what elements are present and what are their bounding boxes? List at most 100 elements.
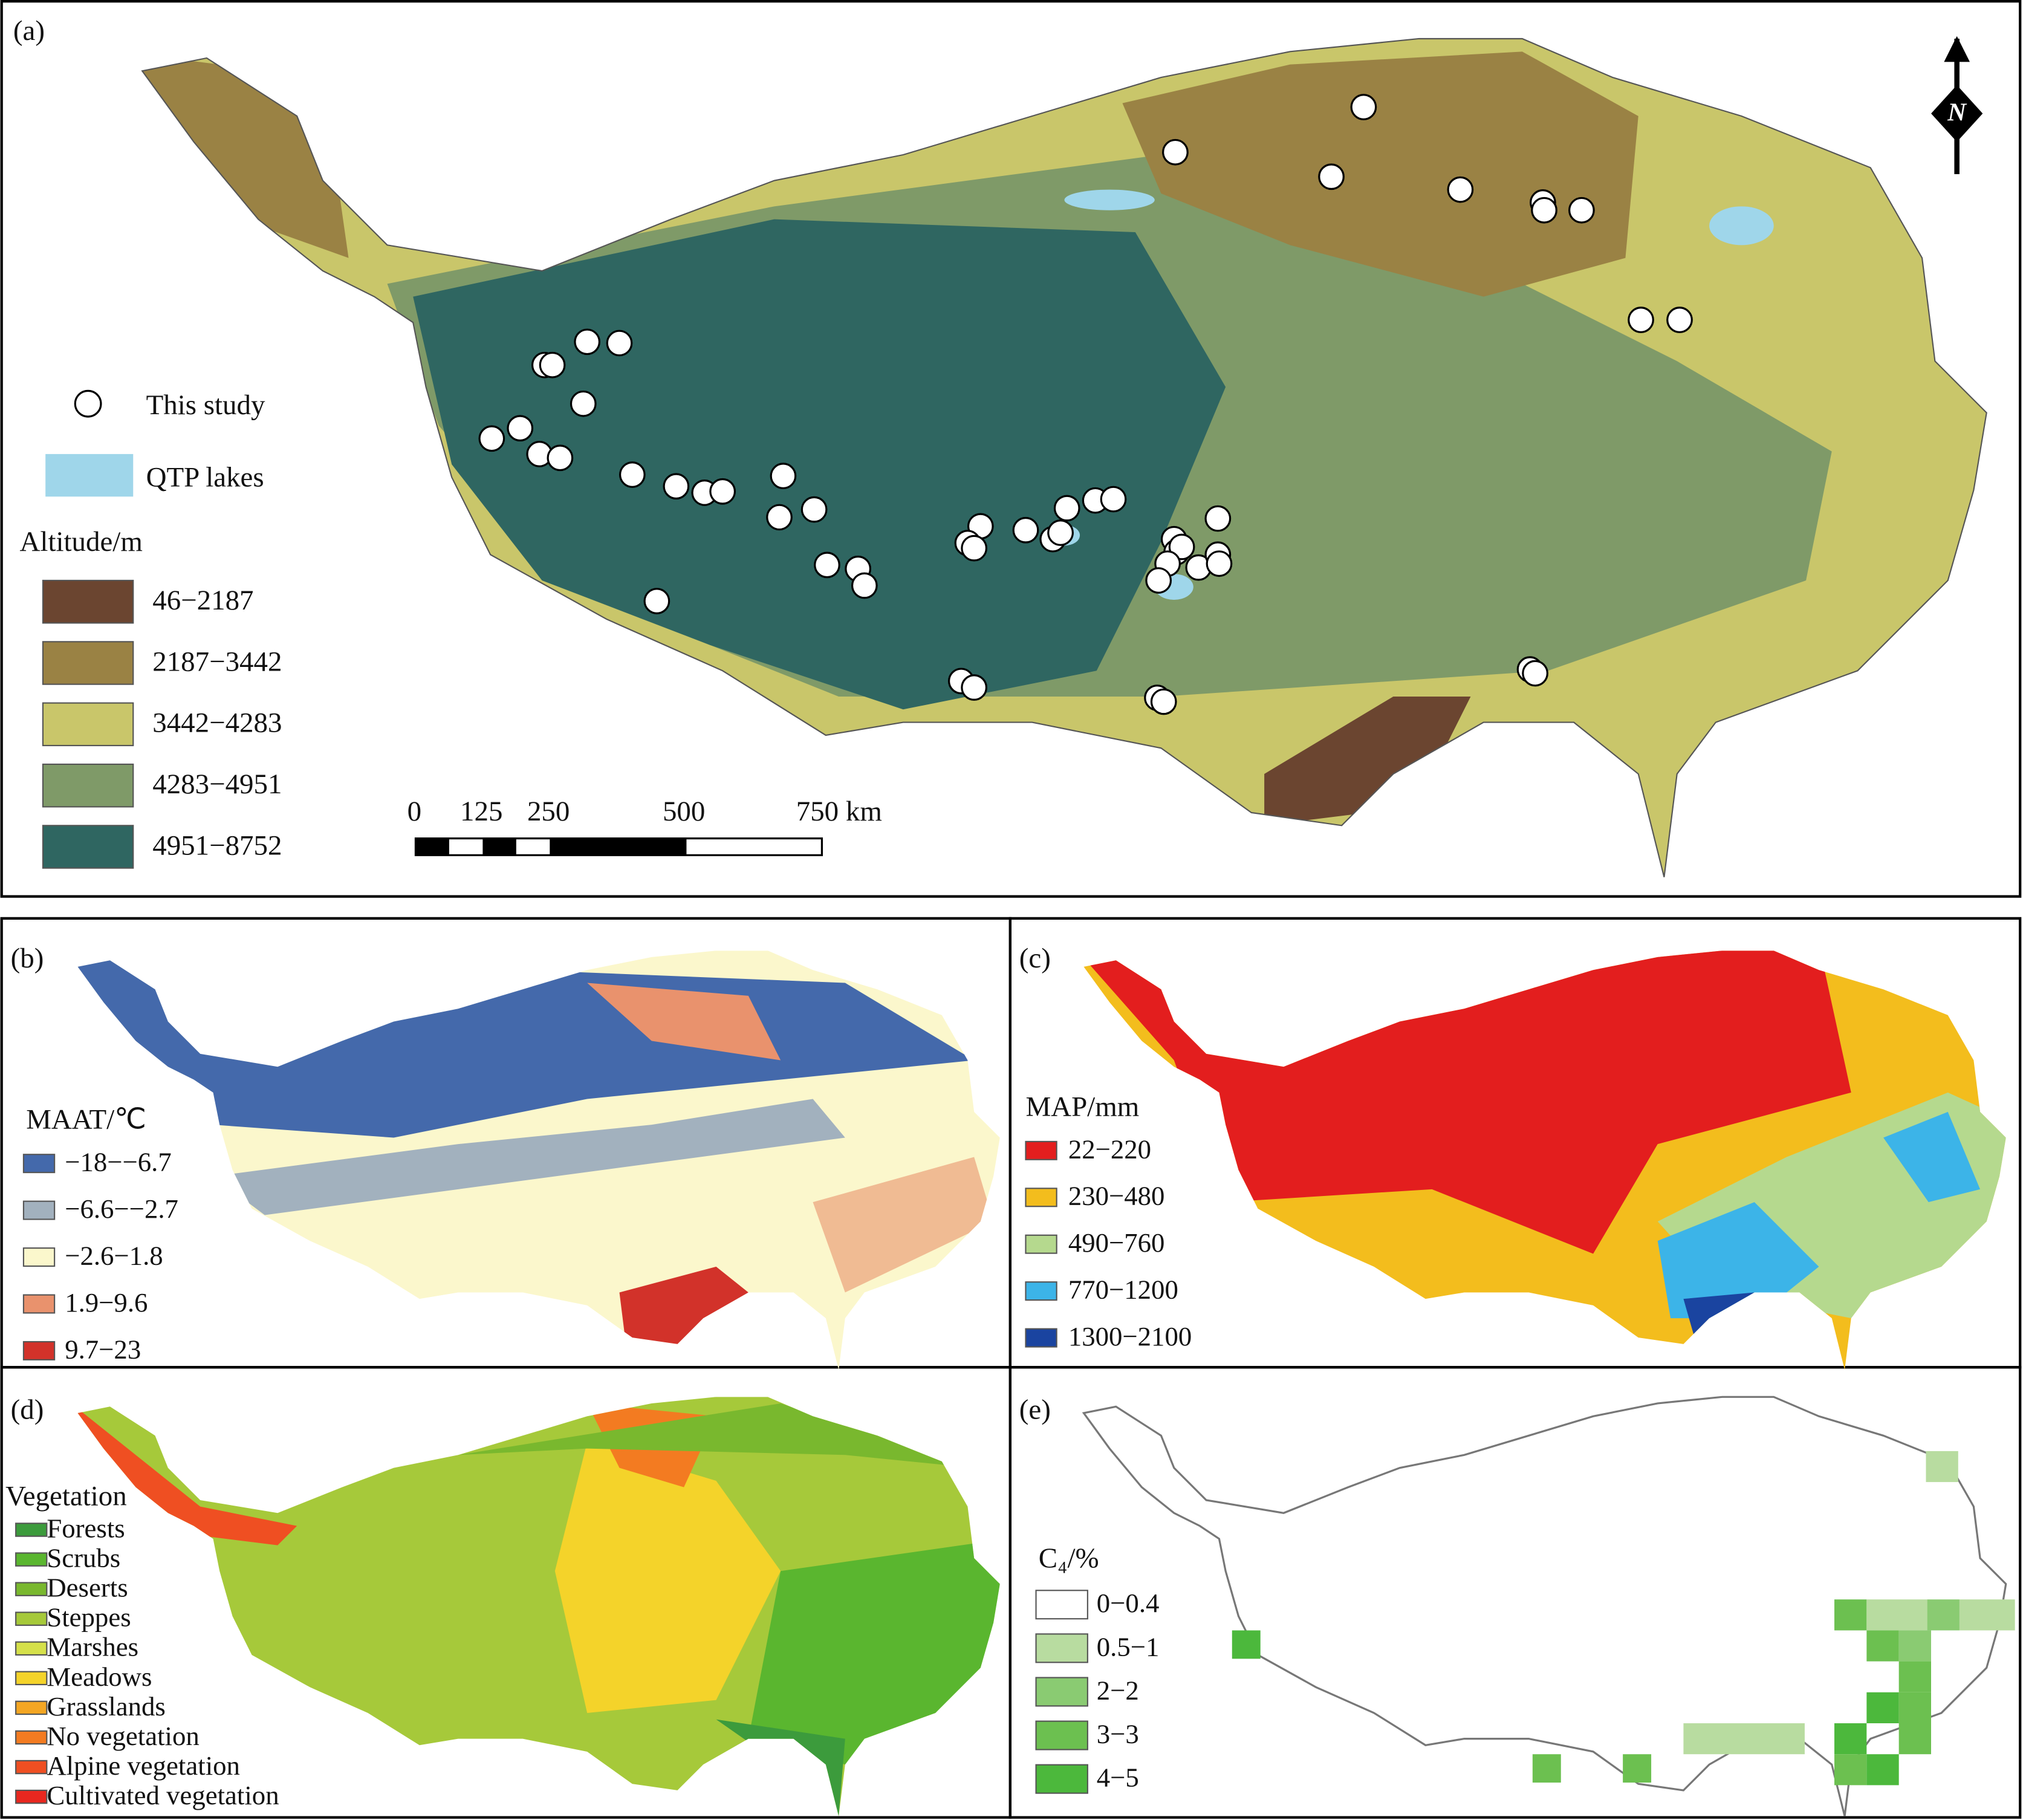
panel-frame [0, 0, 2022, 898]
sample-site [770, 463, 797, 490]
legend-label: 2187−3442 [152, 646, 282, 677]
legend: 46−2187 2187−3442 3442−4283 4283−4951 4951−8… [42, 579, 282, 869]
legend-label: Alpine vegetation [47, 1750, 240, 1781]
legend-label: Grasslands [47, 1691, 166, 1721]
legend-label: Meadows [47, 1662, 152, 1692]
legend-title: C₄/% [1039, 1542, 1099, 1574]
legend-label: 230−480 [1068, 1181, 1165, 1211]
legend-label: 0−0.4 [1097, 1588, 1160, 1618]
sample-site [1204, 505, 1232, 532]
sample-site [1447, 176, 1474, 203]
north-arrow: N [1930, 36, 1983, 174]
sample-site [1162, 138, 1189, 166]
legend-swatch [22, 1247, 56, 1267]
sample-site [606, 330, 633, 357]
legend-label: 9.7−23 [65, 1334, 141, 1364]
sample-site [507, 415, 534, 442]
legend-title: Vegetation [5, 1481, 127, 1512]
legend: −18−−6.7 −6.6−−2.7 −2.6−1.8 1.9−9.6 9.7−23 [22, 1147, 178, 1364]
legend-label: Scrubs [47, 1543, 120, 1573]
legend-swatch [22, 1294, 56, 1314]
legend-swatch [15, 1582, 48, 1596]
legend-swatch [1035, 1764, 1088, 1794]
legend-label: 490−760 [1068, 1227, 1165, 1258]
sample-site [663, 473, 690, 500]
legend-swatch [1025, 1140, 1057, 1160]
sample-site [478, 425, 505, 452]
sample-site [619, 461, 646, 488]
sample-site [1318, 163, 1345, 190]
sample-site [961, 674, 988, 701]
legend-swatch [42, 763, 134, 808]
legend-swatch [42, 579, 134, 624]
sample-site [851, 572, 878, 599]
sample-site [1568, 197, 1595, 224]
legend-label: 4−5 [1097, 1763, 1139, 1793]
legend-title: MAP/mm [1025, 1091, 1139, 1122]
sample-site [961, 535, 988, 562]
sample-site [1206, 550, 1233, 577]
legend-label: Forests [47, 1513, 125, 1543]
sample-site [1100, 486, 1127, 513]
panel-label: (c) [1019, 943, 1051, 974]
sample-site [643, 588, 671, 614]
sample-site [1531, 197, 1557, 224]
sample-site [1628, 307, 1654, 333]
legend-swatch [1025, 1188, 1057, 1207]
legend-swatch [15, 1700, 48, 1715]
scale-bar: 0 125 250 500 750 km [408, 796, 882, 856]
legend-label: Steppes [47, 1602, 131, 1633]
legend-swatch [42, 825, 134, 869]
sample-site [1350, 94, 1377, 120]
panel-label: (a) [13, 15, 45, 47]
sample-site [1666, 307, 1693, 333]
sample-site [570, 390, 597, 417]
legend-title: Altitude/m [20, 526, 143, 557]
scale-label: 0 [408, 796, 421, 827]
sample-site [1522, 660, 1548, 687]
sample-site [766, 504, 793, 531]
legend-swatch [15, 1641, 48, 1656]
legend-label: QTP lakes [146, 461, 264, 493]
legend-swatch [1025, 1281, 1057, 1301]
legend-swatch [15, 1760, 48, 1775]
sample-site [1145, 567, 1172, 594]
map-precipitation-map [1083, 951, 2006, 1370]
legend-label: 4283−4951 [152, 769, 282, 800]
legend-swatch [1035, 1590, 1088, 1620]
legend: 22−220 230−480 490−760 770−1200 1300−2100 [1025, 1134, 1192, 1351]
scale-label: 500 [663, 796, 705, 827]
legend-label: 3−3 [1097, 1718, 1139, 1749]
legend-swatch [15, 1611, 48, 1626]
sample-site [574, 328, 601, 356]
sample-site [539, 351, 566, 379]
sample-sites [478, 94, 1693, 715]
legend: 0−0.4 0.5−1 2−2 3−3 4−5 [1035, 1588, 1160, 1794]
legend-swatch [22, 1200, 56, 1220]
legend-label: Deserts [47, 1573, 128, 1603]
scale-label: 750 km [796, 796, 882, 827]
sample-site [1012, 516, 1039, 544]
panel-frame [1008, 1366, 2022, 1819]
legend-label: Marshes [47, 1632, 138, 1662]
legend-label: 770−1200 [1068, 1275, 1178, 1305]
scale-label: 250 [527, 796, 570, 827]
legend-swatch [15, 1730, 48, 1745]
legend-label: No vegetation [47, 1721, 199, 1751]
legend-swatch [1025, 1234, 1057, 1254]
sample-site [814, 551, 840, 579]
panel-label: (e) [1019, 1394, 1051, 1426]
legend-title: MAAT/℃ [26, 1104, 146, 1136]
altitude-map [142, 38, 1987, 877]
legend-label: −2.6−1.8 [65, 1240, 163, 1270]
sample-site [1047, 519, 1074, 546]
legend-swatch [22, 1154, 56, 1174]
legend-lake-swatch [45, 453, 134, 497]
legend-swatch [15, 1552, 48, 1567]
scale-label: 125 [460, 796, 502, 827]
sample-site [1053, 495, 1080, 522]
sample-site [547, 444, 574, 472]
panel-label: (d) [11, 1394, 44, 1426]
legend-swatch [15, 1523, 48, 1537]
legend-swatch [42, 641, 134, 685]
